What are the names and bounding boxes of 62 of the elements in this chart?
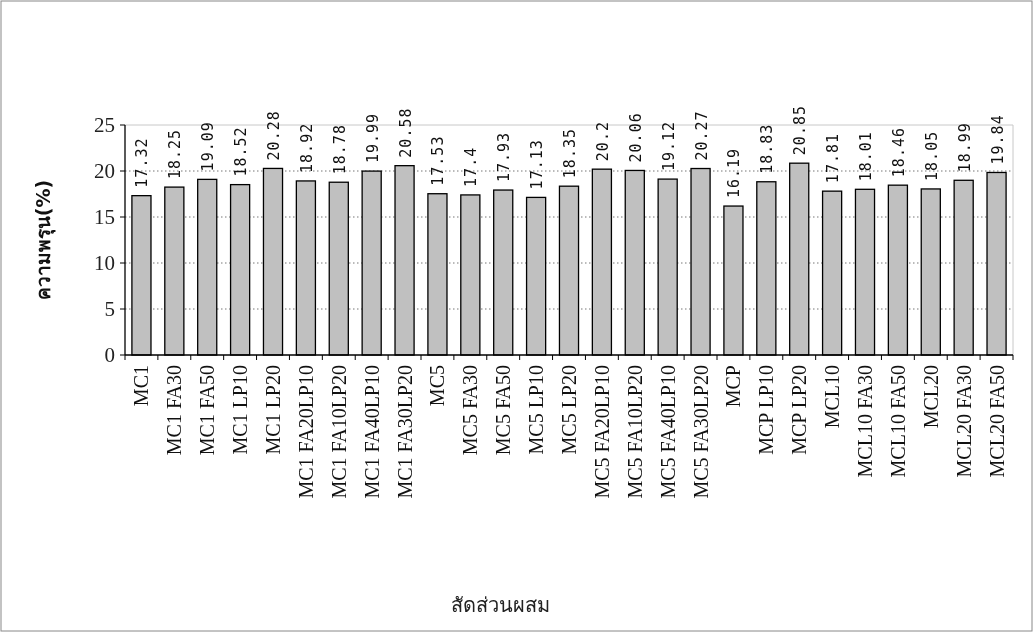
data-label: 17.13 [528,139,547,190]
data-label: 18.35 [561,128,579,179]
x-tick-label: MC5 FA30LP20 [689,365,712,499]
data-label: 18.05 [922,130,941,181]
x-tick-label: MC5 FA30 [459,365,482,456]
data-label: 17.4 [462,146,481,187]
data-label: 20.06 [626,112,645,163]
data-label: 18.78 [330,124,349,175]
x-tick-label: MC1 FA40LP10 [360,365,383,499]
x-tick-label: MCL20 [919,365,942,429]
x-tick-label: MC5 FA20LP10 [590,365,613,499]
x-tick-label: MC1 FA10LP20 [327,365,350,499]
data-label: 19.09 [199,121,218,172]
y-tick-label: 15 [94,205,115,229]
data-label: 17.81 [824,132,843,184]
x-tick-label: MC5 FA40LP10 [656,365,679,499]
y-axis-title: ความพรุน(%) [32,179,56,301]
x-tick-label: MCP [722,365,745,408]
data-label: 20.58 [396,107,415,158]
y-tick-label: 10 [94,251,115,275]
data-label: 20.85 [791,105,810,156]
data-label: 20.28 [265,110,283,161]
x-tick-label: MCL20 FA50 [985,365,1008,478]
x-tick-label: MC1 LP20 [262,365,284,455]
y-tick-label: 20 [94,159,115,183]
x-tick-label: MCP LP20 [788,365,811,455]
y-tick-label: 5 [104,297,115,321]
x-tick-label: MC5 FA50 [492,365,515,456]
data-label: 17.53 [429,135,448,186]
x-tick-label: MC1 FA50 [196,365,219,456]
x-tick-label: MC5 FA10LP20 [623,365,646,499]
x-axis-title: สัดส่วนผสม [450,593,550,617]
x-tick-label: MCL10 FA50 [886,365,909,478]
data-label: 18.52 [232,126,251,177]
x-tick-label: MC1 FA30 [163,365,186,456]
data-label: 18.01 [857,131,875,182]
data-label: 17.93 [495,131,514,183]
data-label: 20.27 [692,110,711,161]
x-tick-label: MC5 [426,365,449,407]
data-label: 20.2 [593,121,612,162]
y-tick-label: 0 [104,343,115,367]
data-label: 18.99 [955,122,974,173]
data-label: 19.99 [363,112,382,164]
data-label: 18.92 [297,122,316,173]
data-label: 19.84 [988,114,1007,165]
data-label: 17.32 [133,137,152,188]
x-tick-label: MC5 LP10 [525,365,548,455]
data-label: 18.83 [758,123,777,174]
data-label: 18.46 [889,127,908,178]
data-label: 16.19 [725,147,744,199]
data-label: 19.12 [659,120,678,172]
x-tick-label: MCL10 FA30 [854,365,876,478]
x-tick-label: MCL10 [821,365,844,429]
x-tick-label: MCL20 FA30 [952,365,975,478]
y-tick-label: 25 [94,113,115,137]
x-tick-label: MC1 LP10 [229,365,252,455]
x-tick-label: MCP LP10 [755,365,778,455]
x-tick-label: MC5 LP20 [558,365,580,455]
x-tick-label: MC1 [130,365,153,407]
x-tick-label: MC1 FA30LP20 [393,365,416,499]
data-label: 18.25 [166,128,185,180]
x-tick-label: MC1 FA20LP10 [294,365,317,499]
